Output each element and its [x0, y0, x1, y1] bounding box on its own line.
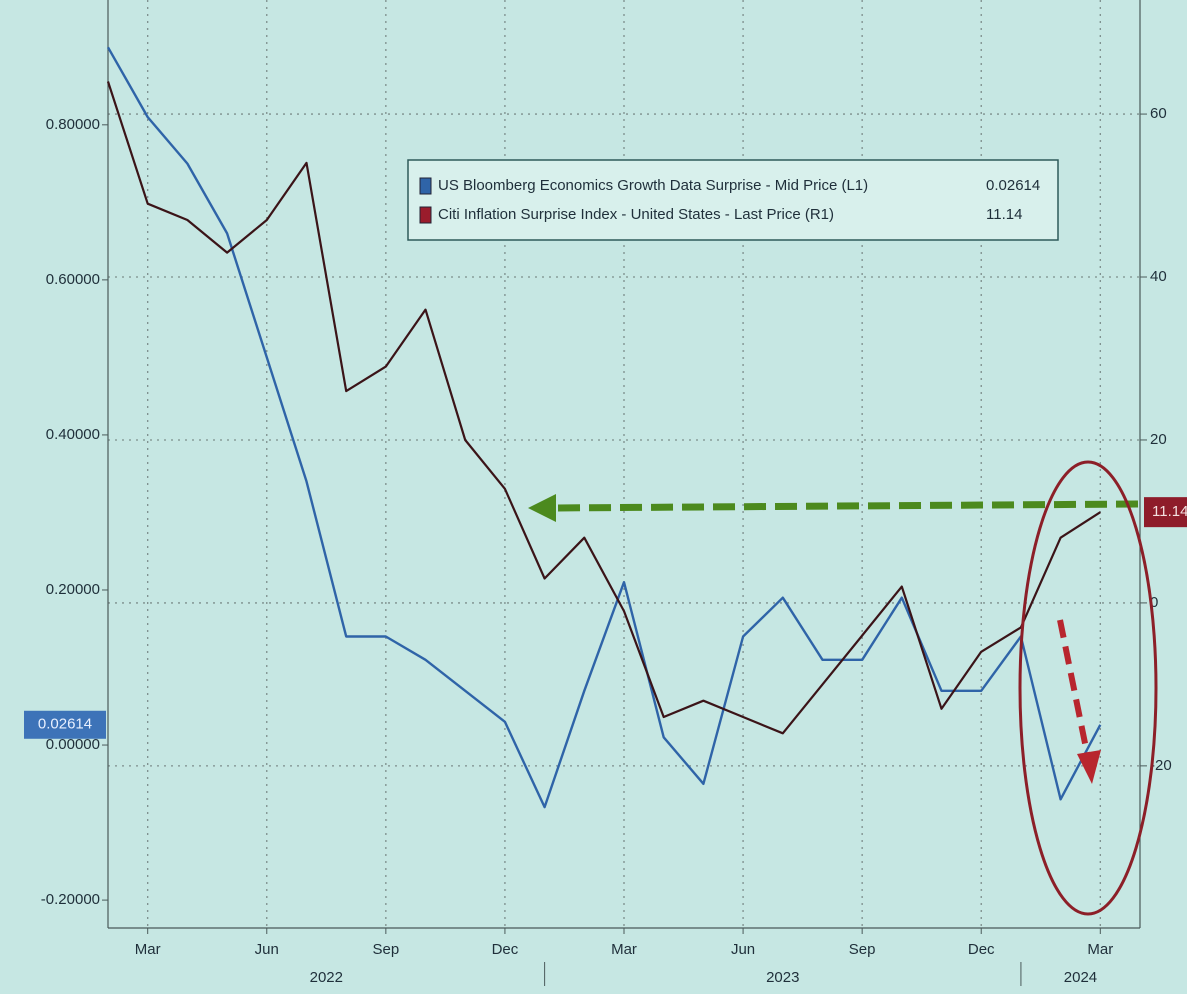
highlight-ellipse: [1018, 460, 1158, 916]
y-tick-label: 0.60000: [46, 271, 100, 288]
legend-box: [407, 159, 1059, 241]
y2-tick-label: 60: [1150, 105, 1167, 122]
x-tick-label: Dec: [492, 941, 519, 958]
legend-label: US Bloomberg Economics Growth Data Surpr…: [438, 177, 868, 194]
lines: [106, 46, 1102, 809]
green-arrow: [551, 500, 1139, 512]
x-tick-label: Mar: [1087, 941, 1113, 958]
x-tick-label: Jun: [255, 941, 279, 958]
red-arrow: [1057, 619, 1091, 759]
last-value-flag: [24, 710, 106, 739]
last-value-label: 0.02614: [38, 716, 92, 733]
y2-tick-label: 40: [1150, 268, 1167, 285]
red-arrow-head: [1077, 750, 1101, 784]
x-tick-label: Sep: [372, 941, 399, 958]
y-tick-label: -0.20000: [41, 891, 100, 908]
legend-swatch: [419, 206, 432, 224]
x-tick-label: Mar: [611, 941, 637, 958]
legend-value: 0.02614: [986, 177, 1040, 194]
x-tick-label: Jun: [731, 941, 755, 958]
series-line: [106, 81, 1101, 735]
green-arrow-head: [528, 494, 556, 522]
y-tick-label: 0.40000: [46, 426, 100, 443]
last-value-flag: [1144, 497, 1187, 528]
grid: [108, 0, 1140, 928]
legend-value: 11.14: [986, 206, 1022, 223]
flags: 0.02614 11.14: [24, 497, 1187, 739]
axes: -0.20000 0.00000 0.20000 0.40000 0.60000 0.80…: [41, 0, 1172, 986]
year-label: 2022: [310, 969, 343, 986]
series-line: [106, 46, 1102, 809]
x-tick-label: Sep: [849, 941, 876, 958]
y-tick-label: 0.80000: [46, 116, 100, 133]
year-label: 2023: [766, 969, 799, 986]
x-tick-label: Mar: [135, 941, 161, 958]
y2-tick-label: 20: [1150, 431, 1167, 448]
legend-label: Citi Inflation Surprise Index - United S…: [438, 206, 834, 223]
x-tick-label: Dec: [968, 941, 995, 958]
legend-swatch: [419, 177, 432, 195]
y-tick-label: 0.00000: [46, 736, 100, 753]
last-value-label: 11.14: [1152, 503, 1187, 520]
year-label: 2024: [1064, 969, 1097, 986]
y2-tick-label: 0: [1150, 594, 1158, 611]
y-tick-label: 0.20000: [46, 581, 100, 598]
y2-tick-label: -20: [1150, 757, 1172, 774]
legend: US Bloomberg Economics Growth Data Surpr…: [407, 159, 1059, 241]
